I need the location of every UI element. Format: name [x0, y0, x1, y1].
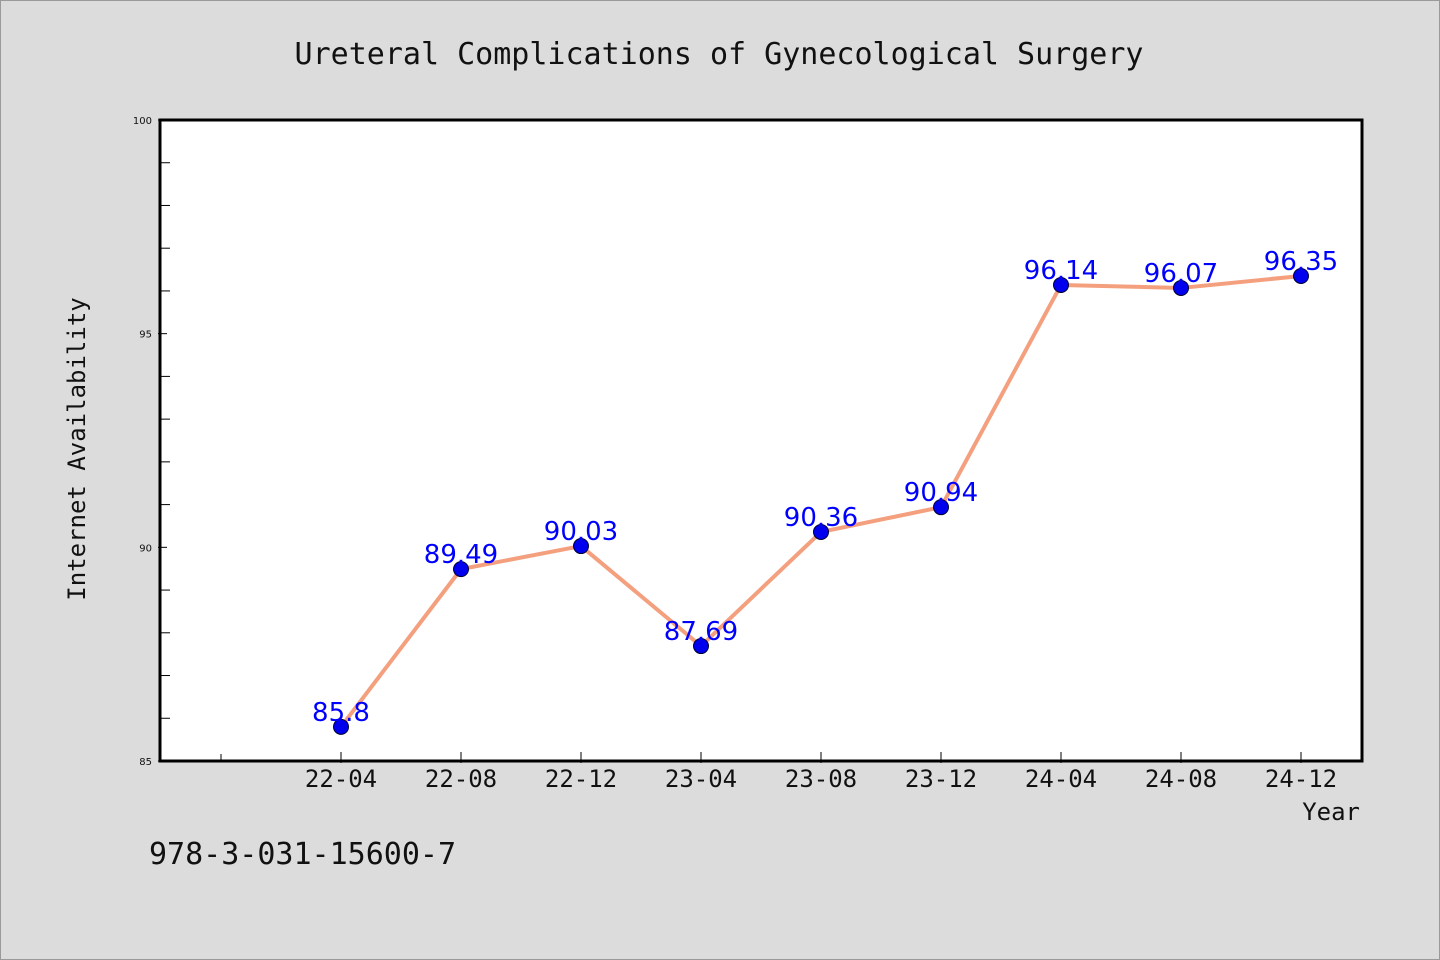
data-label: 85.8 — [312, 698, 370, 728]
data-point — [333, 718, 349, 735]
data-point — [1293, 267, 1309, 284]
y-tick-label: 85 — [139, 757, 152, 768]
data-label: 96.14 — [1024, 256, 1098, 286]
plot-area — [158, 118, 1364, 763]
x-tick-label: 23-04 — [665, 765, 737, 793]
data-point — [453, 561, 469, 578]
y-axis-ticks: 85 90 95 100 — [133, 116, 170, 768]
series-layer: 85.8 89.49 90.03 87.69 90.36 90.94 96.14 96.07 9… — [312, 247, 1338, 735]
x-tick-label: 24-08 — [1145, 765, 1217, 793]
data-label: 96.35 — [1264, 247, 1338, 277]
data-point — [933, 499, 949, 516]
x-axis-ticks: 22-04 22-08 22-12 23-04 23-08 23-12 24-04 24-08… — [220, 752, 1337, 793]
x-tick-label: 23-12 — [905, 765, 977, 793]
data-point — [1173, 279, 1189, 296]
data-label: 87.69 — [664, 617, 738, 647]
y-tick-label: 90 — [139, 543, 152, 554]
data-point — [573, 538, 589, 555]
x-tick-label: 23-08 — [785, 765, 857, 793]
x-tick-label: 24-12 — [1265, 765, 1337, 793]
y-tick-label: 95 — [139, 330, 152, 341]
data-label: 90.94 — [904, 478, 978, 508]
data-label: 96.07 — [1144, 259, 1218, 289]
chart-title: Ureteral Complications of Gynecological … — [295, 37, 1144, 72]
isbn-annotation: 978-3-031-15600-7 — [149, 837, 456, 872]
y-tick-label: 100 — [133, 116, 152, 127]
y-axis-label: Internet Availability — [63, 297, 91, 600]
data-label: 89.49 — [424, 540, 498, 570]
data-label: 90.36 — [784, 503, 858, 533]
x-tick-label: 22-08 — [425, 765, 497, 793]
x-tick-label: 24-04 — [1025, 765, 1097, 793]
data-label: 90.03 — [544, 517, 618, 547]
x-axis-label: Year — [1302, 798, 1360, 826]
x-tick-label: 22-12 — [545, 765, 617, 793]
data-point — [1053, 276, 1069, 293]
data-point — [813, 523, 829, 540]
data-point — [693, 638, 709, 655]
x-tick-label: 22-04 — [305, 765, 377, 793]
